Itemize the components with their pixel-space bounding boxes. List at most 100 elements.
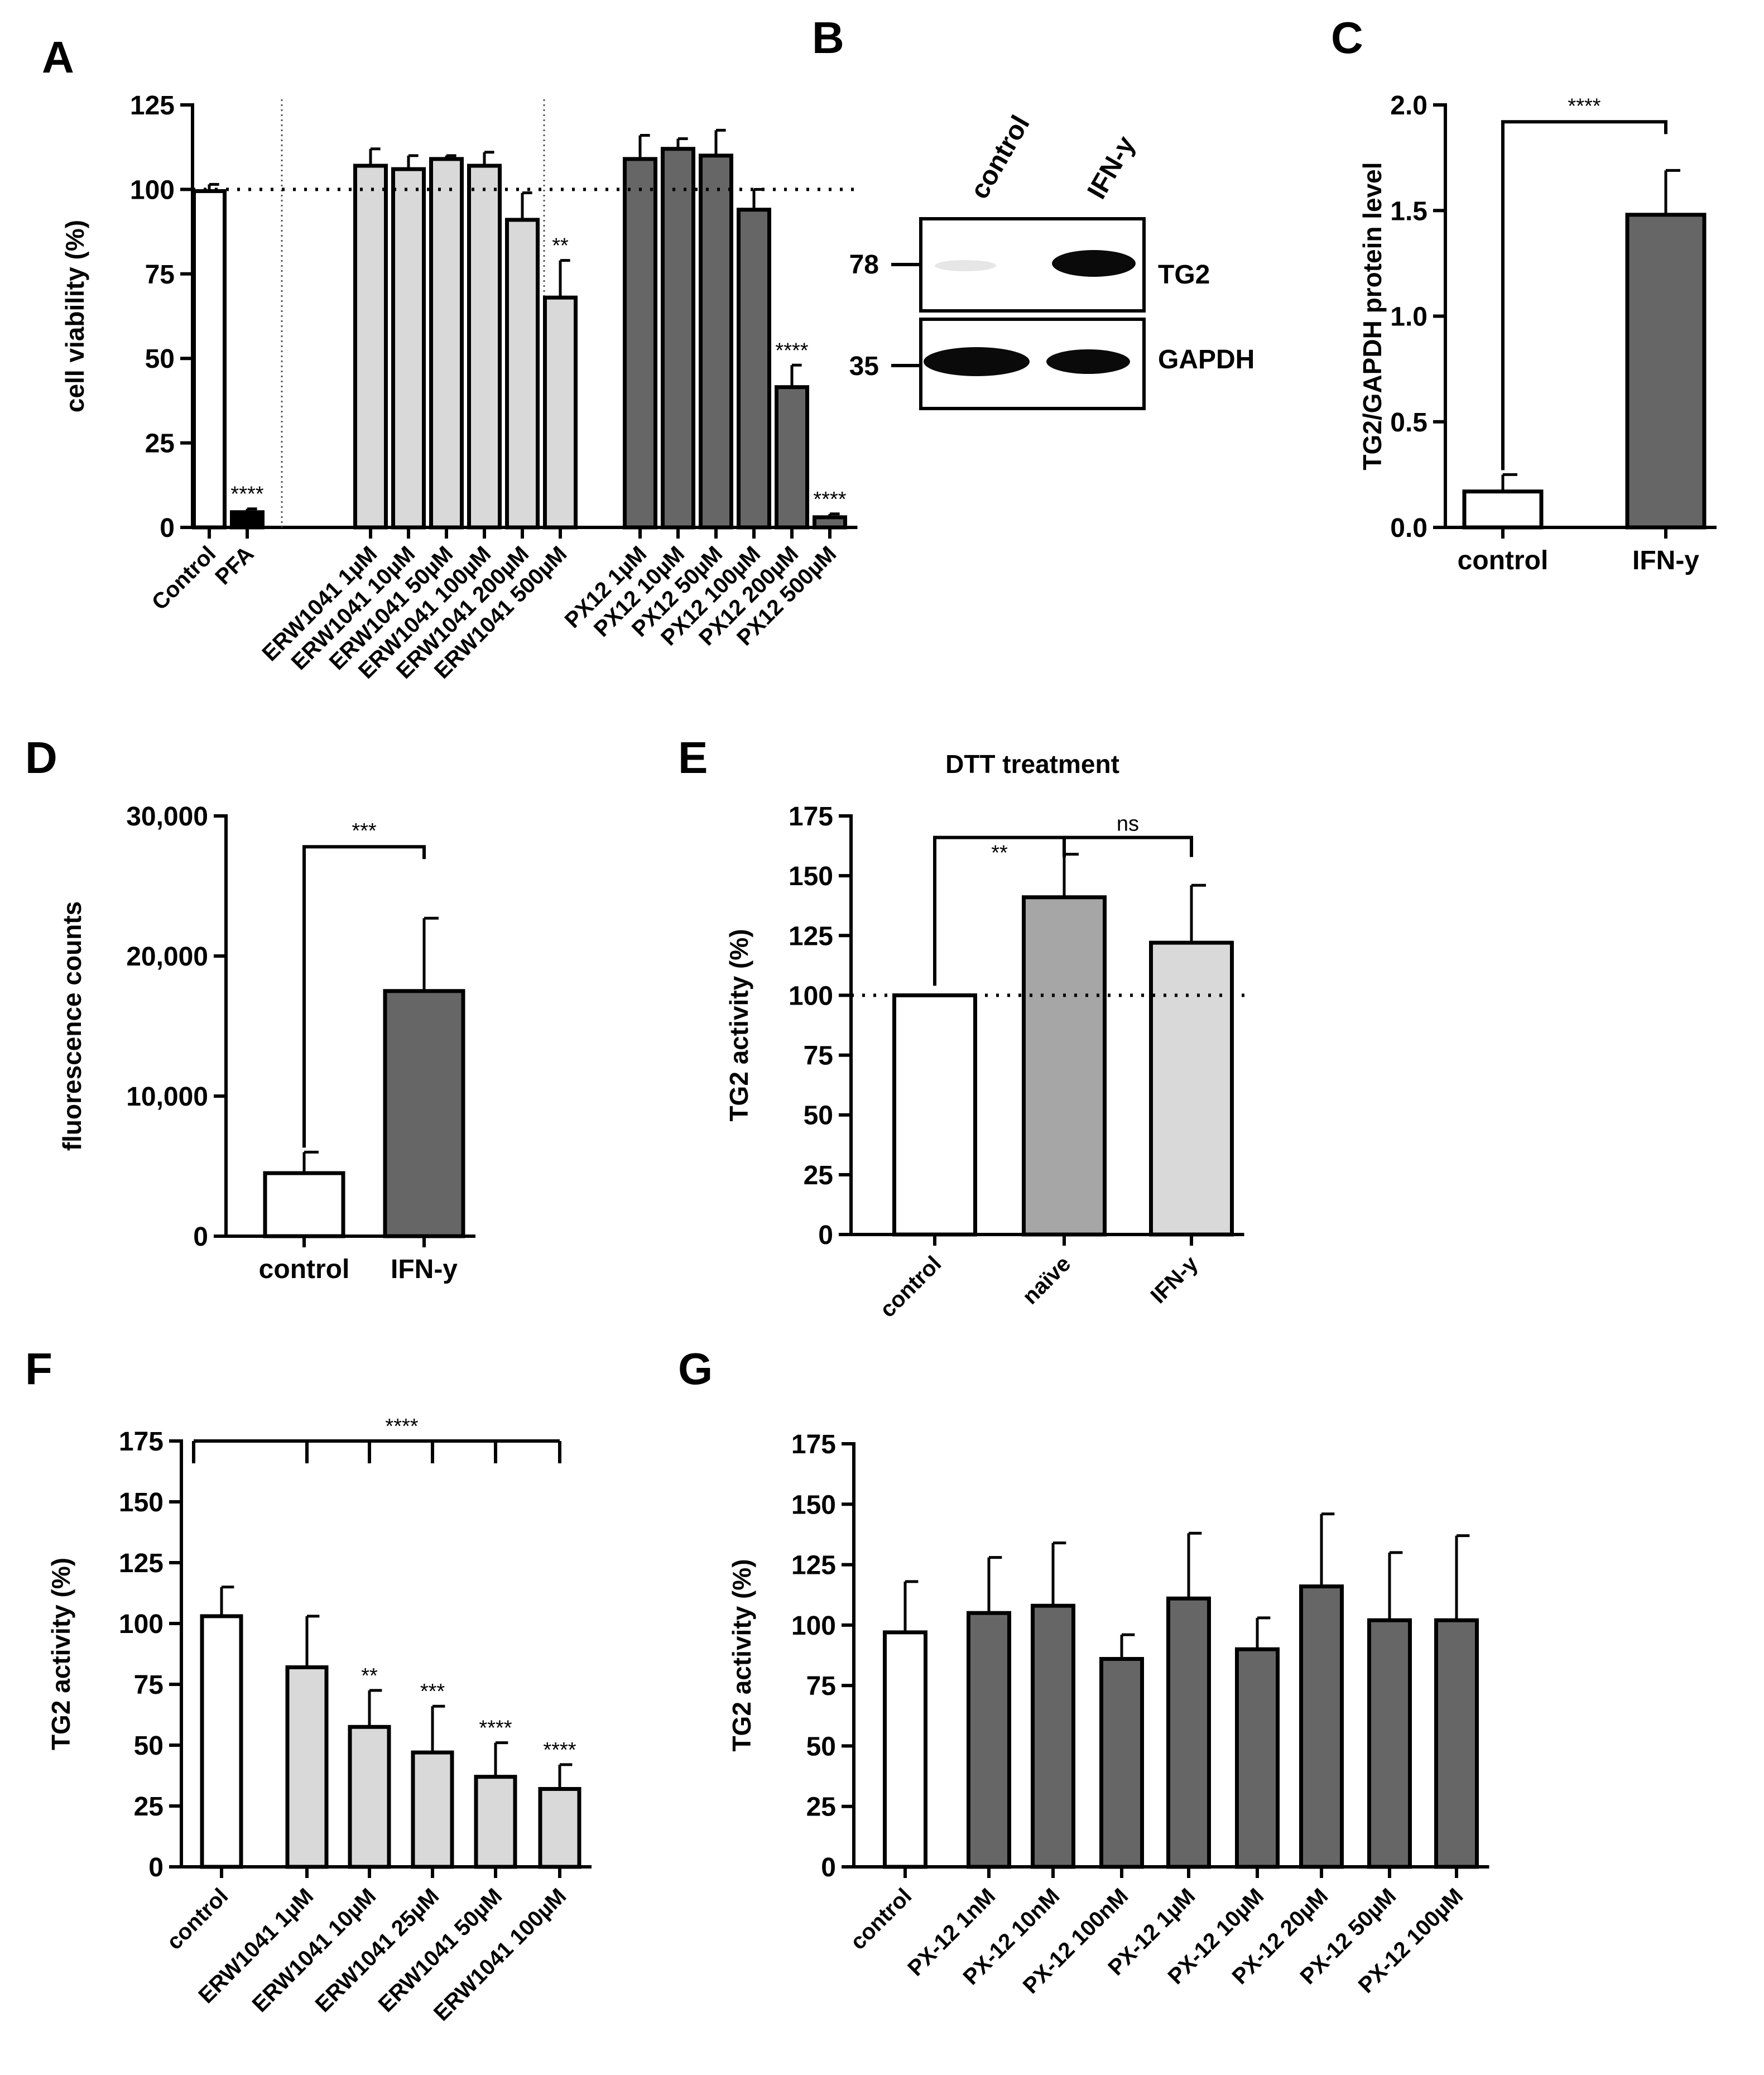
y-tick-label-E-1: 25 — [804, 1161, 833, 1190]
bar-F-1 — [285, 1665, 329, 1869]
bar-G-2 — [1031, 1603, 1075, 1869]
y-axis-title-E: TG2 activity (%) — [724, 929, 753, 1121]
y-axis-title-A: cell viability (%) — [60, 220, 89, 412]
y-tick-label-A-3: 75 — [145, 260, 175, 290]
y-tick-label-G-2: 50 — [806, 1732, 836, 1761]
y-tick-label-F-1: 25 — [134, 1792, 164, 1822]
bar-F-3 — [411, 1750, 454, 1869]
y-axis-title-F: TG2 activity (%) — [46, 1558, 75, 1750]
bar-A-9 — [661, 147, 695, 530]
bar-A-8 — [623, 157, 657, 530]
panel-letter-g: G — [678, 1344, 713, 1394]
y-tick-label-F-3: 75 — [134, 1670, 164, 1700]
x-label-G-0: control — [845, 1884, 916, 1954]
y-tick-label-A-1: 25 — [145, 429, 175, 459]
bar-F-0 — [200, 1614, 243, 1869]
panel-letter-d: D — [25, 733, 57, 782]
blot-band-name-gapdh: GAPDH — [1158, 345, 1254, 374]
y-tick-label-G-6: 150 — [791, 1490, 836, 1520]
y-tick-label-A-4: 100 — [130, 175, 175, 205]
y-tick-label-C-4: 2.0 — [1390, 91, 1427, 121]
y-tick-label-D-2: 20,000 — [126, 942, 208, 972]
y-tick-label-G-1: 25 — [806, 1793, 836, 1822]
bar-A-3 — [391, 167, 426, 530]
y-tick-label-E-6: 150 — [789, 862, 833, 891]
bracket-label-E-0: ** — [991, 842, 1008, 865]
bar-C-1 — [1625, 213, 1707, 530]
x-label-A-1: PFA — [210, 541, 258, 589]
blot-band-name-tg2: TG2 — [1158, 260, 1210, 290]
chart-d-fluorescence: 0 10,000 20,000 30,000 fluorescence counts co… — [57, 802, 475, 1284]
y-tick-label-A-5: 125 — [130, 91, 175, 121]
panel-letter-f: F — [25, 1344, 52, 1394]
significance-F-3: *** — [420, 1680, 445, 1703]
bar-A-7 — [543, 295, 578, 530]
blot-band-gapdh-ifn — [1046, 349, 1130, 374]
bar-A-6 — [505, 218, 540, 530]
bar-A-12 — [775, 385, 809, 530]
blot-band-tg2-control — [935, 260, 996, 271]
bar-E-2 — [1149, 940, 1234, 1237]
y-tick-label-G-5: 125 — [791, 1551, 836, 1581]
y-tick-label-F-6: 150 — [119, 1488, 164, 1517]
bar-G-8 — [1434, 1618, 1479, 1869]
bracket-label-E-1: ns — [1117, 813, 1139, 836]
bar-G-1 — [967, 1611, 1011, 1869]
bar-F-5 — [538, 1786, 581, 1869]
x-label-A-0: Control — [147, 541, 221, 615]
y-tick-label-D-1: 10,000 — [126, 1082, 208, 1112]
bar-G-3 — [1099, 1656, 1144, 1869]
y-tick-label-D-3: 30,000 — [126, 802, 208, 832]
bar-E-1 — [1022, 895, 1107, 1237]
bar-A-10 — [699, 153, 733, 530]
chart-e-dtt-treatment: 0 25 50 75 100 125 150 175 TG2 activity (%) DTT t… — [724, 750, 1247, 1322]
significance-A-1: **** — [230, 483, 263, 506]
y-tick-label-E-2: 50 — [804, 1101, 833, 1131]
panel-letter-a: A — [42, 32, 74, 82]
significance-F-4: **** — [479, 1717, 512, 1740]
significance-A-13: **** — [813, 488, 846, 511]
x-label-D-0: control — [259, 1255, 350, 1284]
bar-G-4 — [1166, 1596, 1211, 1869]
y-tick-label-E-5: 125 — [789, 921, 833, 951]
comparison-bracket-E-1 — [1064, 835, 1193, 857]
x-label-E-1: naïve — [1018, 1251, 1075, 1309]
bar-A-5 — [467, 164, 502, 530]
y-tick-label-F-2: 50 — [134, 1731, 164, 1761]
y-axis-title-C: TG2/GAPDH protein level — [1358, 162, 1387, 470]
comparison-bracket-E-0 — [933, 835, 1066, 986]
y-tick-label-F-7: 175 — [119, 1427, 164, 1457]
bar-A-2 — [353, 164, 388, 530]
bar-G-6 — [1299, 1584, 1344, 1869]
bar-A-4 — [429, 157, 464, 530]
y-tick-label-G-0: 0 — [821, 1853, 836, 1882]
comparison-bracket-C — [1501, 120, 1667, 470]
x-label-F-0: control — [162, 1884, 233, 1954]
y-axis-title-D: fluorescence counts — [57, 901, 86, 1151]
y-tick-label-E-4: 100 — [789, 981, 833, 1011]
y-tick-label-C-3: 1.5 — [1390, 196, 1427, 226]
y-axis-title-G: TG2 activity (%) — [727, 1559, 756, 1751]
bar-F-2 — [348, 1725, 391, 1869]
blot-lane-label-ifn: IFN-y — [1082, 131, 1141, 204]
y-tick-label-G-4: 100 — [791, 1611, 836, 1641]
comparison-bracket-D — [302, 845, 426, 1148]
bracket-label-D: *** — [352, 819, 377, 843]
significance-A-7: ** — [552, 234, 569, 258]
western-blot: control IFN-y 78 35 TG2 GAPDH — [849, 111, 1254, 410]
bar-C-0 — [1462, 489, 1544, 530]
bar-A-0 — [192, 189, 227, 530]
chart-c-protein-level: 0.0 0.5 1.0 1.5 2.0 TG2/GAPDH protein level co… — [1358, 91, 1717, 575]
significance-F-2: ** — [361, 1664, 378, 1688]
blot-band-tg2-ifn — [1052, 250, 1136, 277]
y-tick-label-G-7: 175 — [791, 1430, 836, 1459]
bar-G-7 — [1367, 1618, 1412, 1869]
y-tick-label-C-2: 1.0 — [1390, 302, 1427, 332]
panel-letter-b: B — [812, 13, 844, 63]
bar-G-0 — [883, 1630, 927, 1869]
bar-G-5 — [1235, 1647, 1280, 1869]
bracket-label-F: **** — [385, 1415, 418, 1438]
y-tick-label-C-0: 0.0 — [1390, 513, 1427, 543]
blot-marker-78: 78 — [849, 250, 879, 280]
bar-A-13 — [813, 515, 847, 530]
